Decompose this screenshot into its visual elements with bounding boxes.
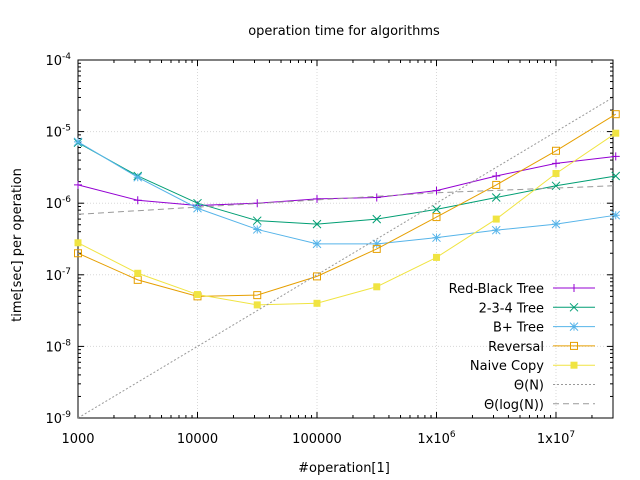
data-point [432,253,440,261]
data-point [373,283,381,291]
data-point [492,171,501,180]
data-point [74,180,82,189]
data-point [492,215,500,223]
axis-ticks: 1000 10000 100000 1x106 1x107 10-9 10-8 10-7 10-… [45,52,614,447]
data-point [432,205,441,214]
data-point [312,239,322,249]
series-b-tree [73,137,621,249]
data-point [372,239,382,249]
data-point [551,146,560,155]
y-tick-label: 10-6 [45,195,71,212]
data-point [312,219,322,229]
data-point [551,159,560,168]
data-point [313,299,321,307]
data-point [491,225,501,235]
x-tick-label: 10000 [177,432,218,447]
x-tick-label: 100000 [292,432,342,447]
data-point [611,171,621,181]
data-point [372,214,382,224]
data-point [252,225,262,234]
data-point [253,291,262,300]
legend-item: 2-3-4 Tree [479,301,595,316]
legend-label: Θ(N) [514,379,544,394]
data-point [611,152,620,161]
series-group [73,97,621,419]
legend-swatch-marker [570,284,578,292]
data-point [133,172,143,182]
data-point [312,272,321,281]
legend-label: 2-3-4 Tree [479,301,544,316]
series-red-black-tree [74,152,620,210]
x-axis-label: #operation[1] [298,461,390,476]
y-tick-label: 10-9 [45,410,71,427]
data-point [432,233,441,243]
data-point [193,203,202,213]
legend-swatch-marker [569,322,579,331]
legend-label: B+ Tree [493,321,544,336]
y-tick-label: 10-7 [45,267,71,284]
x-tick-label: 1000 [61,432,94,447]
data-point [551,219,561,229]
legend-label: Naive Copy [470,359,544,374]
data-point [372,193,381,202]
legend-swatch-marker [569,302,579,312]
data-point [611,110,620,119]
legend-item: B+ Tree [493,321,595,336]
plot-frame [77,59,614,419]
data-point [372,244,381,253]
data-point [432,213,441,222]
data-point [134,269,142,277]
series-naive-copy [74,129,620,309]
chart-title: operation time for algorithms [248,24,440,39]
legend-label: Θ(log(N)) [484,398,544,413]
data-point [491,193,501,202]
legend-item: Reversal [488,340,595,355]
data-point [552,169,560,177]
x-tick-label: 1x107 [537,430,575,447]
x-tick-label: 1x106 [417,430,456,447]
data-point [432,186,441,195]
data-point [133,196,142,205]
data-point [252,216,262,226]
legend-item: Naive Copy [470,359,595,374]
data-point [612,129,620,137]
data-point [73,137,83,147]
series-line [77,132,617,306]
data-point [193,291,201,299]
legend-label: Reversal [488,340,544,355]
legend-item: Θ(N) [514,379,595,394]
legend-label: Red-Black Tree [449,282,544,297]
series-line [77,113,616,297]
data-point [611,210,621,220]
y-tick-label: 10-4 [45,52,71,69]
legend: Red-Black Tree 2-3-4 Tree B+ Tree Reversal N… [449,282,595,413]
data-point [551,181,561,191]
data-point [253,301,261,309]
series-line [77,142,616,225]
data-point [74,249,82,258]
data-point [492,180,501,189]
y-tick-label: 10-8 [45,338,71,355]
legend-swatch-marker [570,341,578,350]
data-point [74,239,82,247]
legend-item: Θ(log(N)) [484,398,595,413]
series-line [77,155,616,206]
y-axis-label: time[sec] per operation [10,168,25,322]
y-tick-label: 10-5 [45,124,71,141]
legend-item: Red-Black Tree [449,282,595,297]
plot-border [77,59,614,419]
legend-swatch-marker [570,361,578,369]
series-line [77,141,616,245]
data-point [312,194,321,203]
